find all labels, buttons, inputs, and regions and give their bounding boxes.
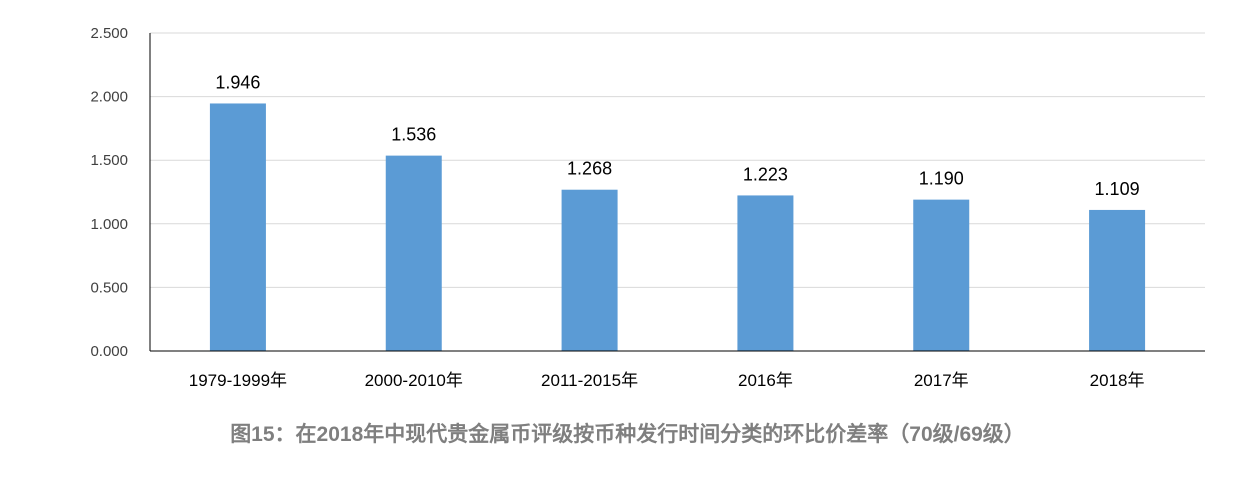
x-tick-label: 2000-2010年 <box>365 371 463 390</box>
data-label: 1.223 <box>743 164 788 184</box>
x-axis-labels: 1979-1999年 2000-2010年 2011-2015年 2016年 2017年… <box>189 371 1145 390</box>
x-tick-label: 2011-2015年 <box>541 371 638 390</box>
y-tick-label: 1.500 <box>90 152 128 169</box>
data-label: 1.190 <box>919 169 964 189</box>
bar <box>913 199 970 351</box>
y-tick-label: 2.500 <box>90 25 128 42</box>
data-label: 1.536 <box>391 125 436 145</box>
y-axis-ticks: 0.000 0.500 1.000 1.500 2.000 2.500 <box>90 25 128 360</box>
bar <box>561 189 618 351</box>
x-tick-label: 2017年 <box>914 371 969 390</box>
chart-title: 图15：在2018年中现代贵金属币评级按币种发行时间分类的环比价差率（70级/6… <box>230 423 1025 446</box>
data-label: 1.946 <box>215 72 260 92</box>
bars <box>209 103 1146 351</box>
x-tick-label: 2016年 <box>738 371 793 390</box>
x-tick-label: 1979-1999年 <box>189 371 287 390</box>
bar <box>737 195 794 351</box>
y-tick-label: 0.000 <box>90 343 128 360</box>
gridlines <box>150 32 1205 288</box>
bar <box>209 103 266 351</box>
x-tick-label: 2018年 <box>1090 371 1145 390</box>
bar-chart: 0.000 0.500 1.000 1.500 2.000 2.500 1.946 1.53… <box>90 25 1205 390</box>
bar <box>385 155 442 351</box>
bar <box>1089 209 1146 351</box>
data-labels: 1.946 1.536 1.268 1.223 1.190 1.109 <box>215 72 1139 198</box>
y-tick-label: 0.500 <box>90 279 128 296</box>
data-label: 1.109 <box>1095 179 1140 199</box>
data-label: 1.268 <box>567 159 612 179</box>
y-tick-label: 1.000 <box>90 216 128 233</box>
y-tick-label: 2.000 <box>90 89 128 106</box>
